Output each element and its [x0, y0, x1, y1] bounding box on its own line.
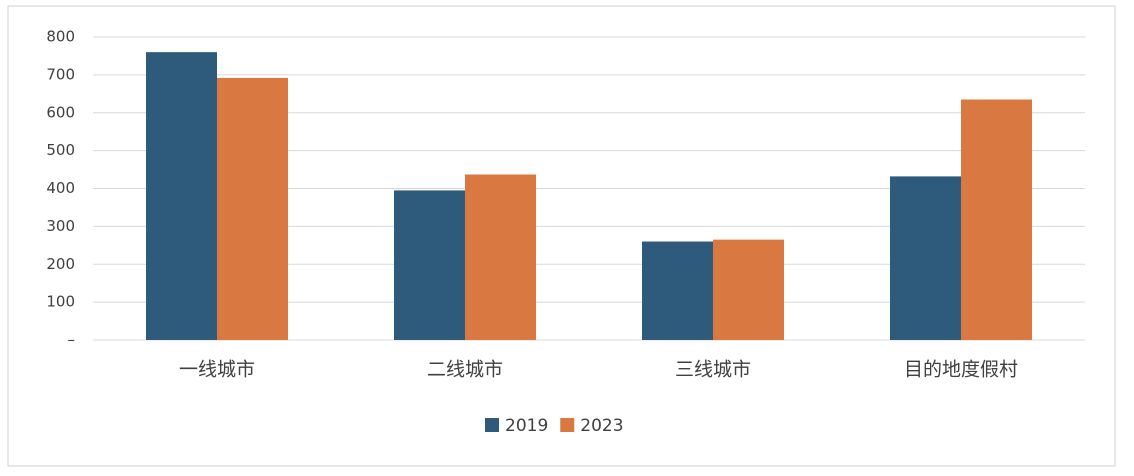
y-tick-label: 600 [46, 103, 75, 121]
y-tick-label: 300 [46, 217, 75, 235]
legend-swatch [560, 418, 575, 432]
y-tick-label: 400 [46, 179, 75, 197]
x-tick-label: 一线城市 [179, 359, 255, 381]
x-tick-label: 目的地度假村 [904, 359, 1018, 381]
legend-swatch [485, 418, 499, 432]
y-tick-label: 200 [46, 255, 75, 273]
y-tick-label: 700 [46, 65, 75, 83]
x-tick-label: 二线城市 [427, 359, 503, 381]
legend-label: 2023 [580, 416, 623, 436]
bar [642, 241, 713, 340]
bar [890, 176, 961, 340]
bar [713, 239, 784, 340]
bar [146, 52, 217, 341]
y-tick-label: 800 [46, 28, 75, 46]
bar [217, 77, 288, 340]
y-tick-label: – [68, 331, 76, 349]
x-tick-label: 三线城市 [675, 359, 751, 381]
bar [961, 99, 1032, 341]
bar [394, 190, 465, 340]
y-tick-label: 100 [46, 293, 75, 311]
legend-label: 2019 [505, 416, 548, 436]
bar [465, 174, 536, 340]
y-tick-label: 500 [46, 141, 75, 159]
